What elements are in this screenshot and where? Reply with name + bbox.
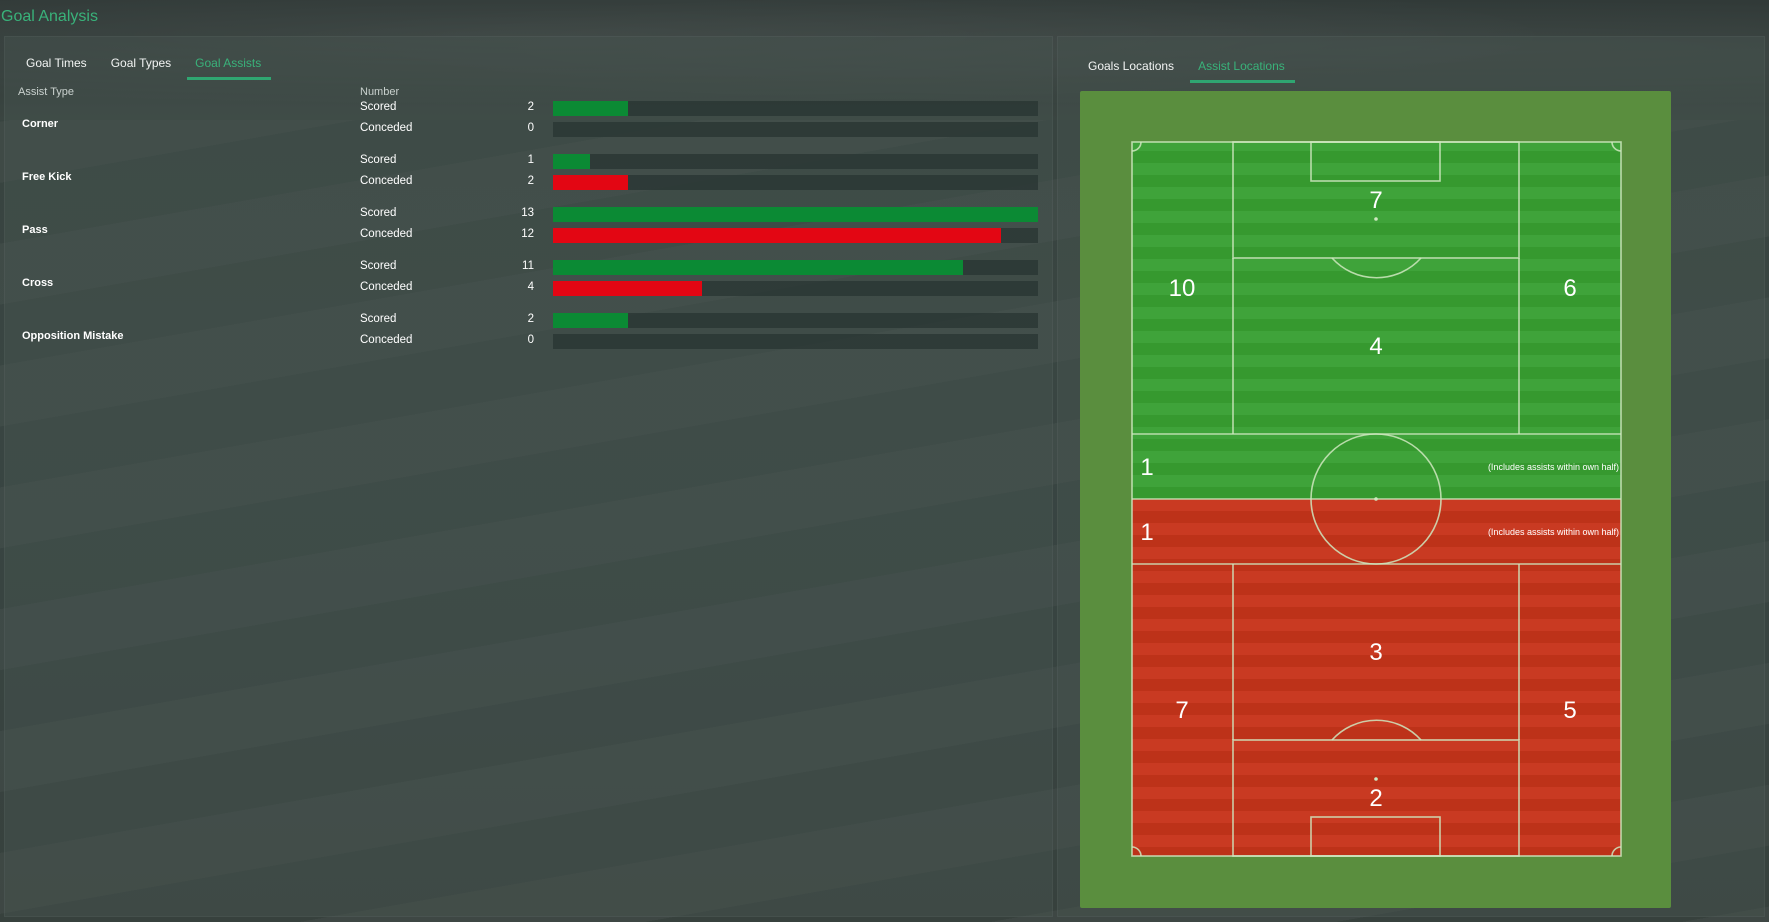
assist-type-label: Cross	[22, 277, 54, 289]
scored-centre-count: 4	[1369, 333, 1382, 360]
top-penalty-arc	[1331, 257, 1422, 279]
scored-bar	[553, 313, 628, 328]
corner-arc	[1131, 141, 1142, 152]
goal-analysis-tabs: Goal Times Goal Types Goal Assists	[26, 56, 272, 80]
centre-spot	[1374, 497, 1378, 501]
conceded-left-flank-count: 7	[1175, 697, 1188, 724]
scored-bar-track	[553, 154, 1038, 169]
conceded-bar-track	[553, 175, 1038, 190]
scored-box-count: 7	[1369, 187, 1382, 214]
corner-arc	[1611, 846, 1622, 857]
column-header-number[interactable]: Number	[360, 86, 400, 98]
conceded-bar	[553, 228, 1001, 243]
scored-label: Scored	[360, 101, 397, 113]
conceded-bar	[553, 175, 628, 190]
scored-half-zone	[1132, 142, 1621, 499]
zone-counts: 7 10 6 4 1 1 3 7 5 2	[1140, 187, 1576, 812]
penalty-spot	[1374, 217, 1378, 221]
scored-label: Scored	[360, 313, 397, 325]
conceded-value: 2	[527, 175, 534, 187]
scored-value: 1	[527, 154, 534, 166]
conceded-label: Conceded	[360, 334, 413, 346]
assist-locations-pitch: 7 10 6 4 1 1 3 7 5 2 (Includes assists w…	[1131, 141, 1622, 857]
conceded-own-half-count: 1	[1140, 519, 1153, 546]
scored-own-half-note: (Includes assists within own half)	[1488, 462, 1619, 472]
corner-arc	[1131, 846, 1142, 857]
tab-goal-times[interactable]: Goal Times	[26, 56, 87, 70]
tab-goal-assists[interactable]: Goal Assists	[187, 56, 272, 80]
conceded-value: 12	[521, 228, 534, 240]
conceded-bar-track	[553, 122, 1038, 137]
scored-bar-track	[553, 313, 1038, 328]
conceded-label: Conceded	[360, 281, 413, 293]
conceded-half-zone	[1132, 499, 1621, 856]
scored-bar-track	[553, 207, 1038, 222]
conceded-bar-track	[553, 228, 1038, 243]
scored-label: Scored	[360, 207, 397, 219]
bottom-six-yard-box	[1310, 816, 1441, 857]
pitch-lines	[1131, 141, 1622, 857]
scored-right-flank-count: 6	[1563, 275, 1576, 302]
conceded-own-half-note: (Includes assists within own half)	[1488, 527, 1619, 537]
scored-value: 2	[527, 101, 534, 113]
conceded-box-count: 2	[1369, 785, 1382, 812]
tab-goal-types[interactable]: Goal Types	[110, 56, 172, 70]
zone-notes: (Includes assists within own half) (Incl…	[1488, 462, 1619, 537]
scored-bar	[553, 154, 590, 169]
conceded-value: 4	[527, 281, 534, 293]
assist-type-label: Pass	[22, 224, 48, 236]
conceded-bar-track	[553, 334, 1038, 349]
tab-assist-locations[interactable]: Assist Locations	[1190, 59, 1295, 83]
top-six-yard-box	[1310, 141, 1441, 182]
bottom-penalty-arc	[1331, 719, 1422, 741]
conceded-value: 0	[527, 122, 534, 134]
scored-label: Scored	[360, 260, 397, 272]
page-title: Goal Analysis	[1, 8, 98, 25]
conceded-bar-track	[553, 281, 1038, 296]
corner-arc	[1611, 141, 1622, 152]
conceded-right-flank-count: 5	[1563, 697, 1576, 724]
scored-bar	[553, 260, 963, 275]
conceded-centre-count: 3	[1369, 639, 1382, 666]
scored-label: Scored	[360, 154, 397, 166]
tab-goals-locations[interactable]: Goals Locations	[1088, 59, 1175, 73]
scored-value: 11	[522, 260, 534, 272]
assist-type-label: Free Kick	[22, 171, 72, 183]
scored-left-flank-count: 10	[1169, 275, 1196, 302]
assist-type-label: Opposition Mistake	[22, 330, 124, 342]
scored-own-half-count: 1	[1140, 454, 1153, 481]
penalty-spot	[1374, 777, 1378, 781]
conceded-value: 0	[527, 334, 534, 346]
scored-bar-track	[553, 260, 1038, 275]
centre-circle	[1310, 433, 1442, 565]
conceded-label: Conceded	[360, 122, 413, 134]
conceded-bar	[553, 281, 702, 296]
assist-type-label: Corner	[22, 118, 59, 130]
column-header-assist-type[interactable]: Assist Type	[18, 86, 75, 98]
scored-bar	[553, 101, 628, 116]
conceded-label: Conceded	[360, 228, 413, 240]
scored-value: 13	[521, 207, 534, 219]
scored-bar-track	[553, 101, 1038, 116]
scored-bar	[553, 207, 1038, 222]
scored-value: 2	[527, 313, 534, 325]
location-tabs: Goals Locations Assist Locations	[1088, 59, 1295, 83]
conceded-label: Conceded	[360, 175, 413, 187]
